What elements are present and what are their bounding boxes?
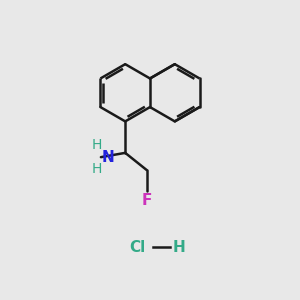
Text: F: F [142, 193, 152, 208]
Text: Cl: Cl [129, 240, 145, 255]
Text: N: N [102, 150, 115, 165]
Text: H: H [172, 240, 185, 255]
Text: H: H [92, 138, 102, 152]
Text: H: H [92, 162, 102, 176]
